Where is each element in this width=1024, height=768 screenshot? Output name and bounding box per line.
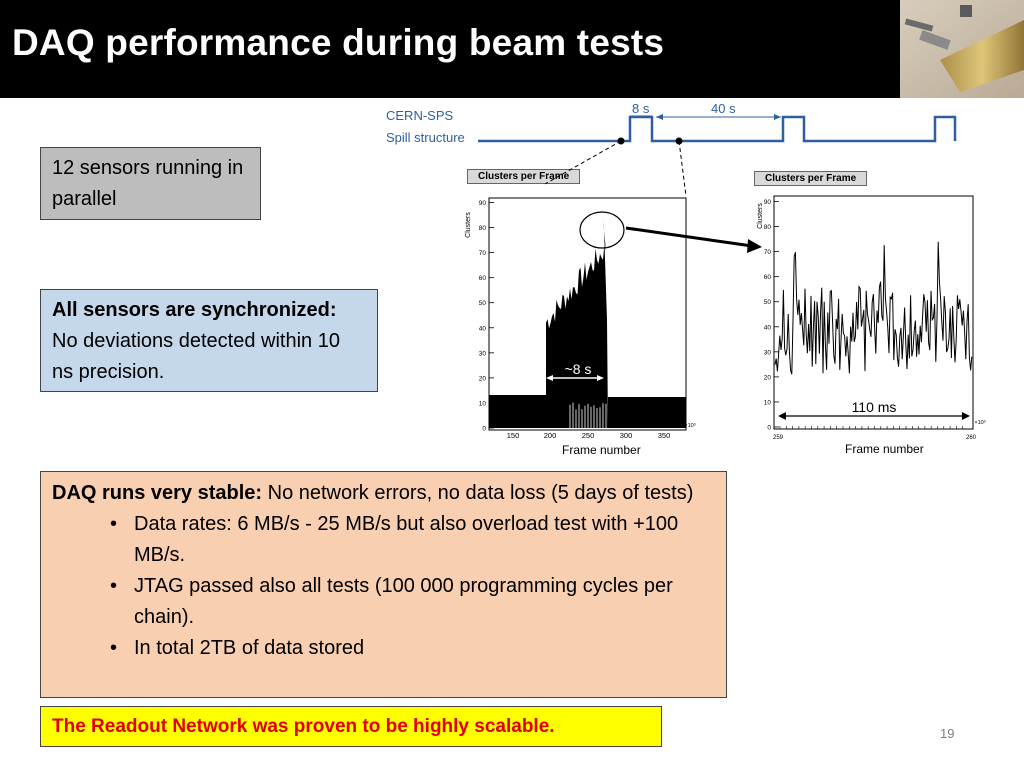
zoom-line-right: [678, 140, 687, 197]
sync-heading: All sensors are synchronized:: [52, 299, 337, 321]
y-tick-label: 10: [479, 400, 487, 407]
x-tick-label: 250: [582, 431, 595, 440]
y-tick-label: 60: [764, 274, 772, 281]
y-tick-label: 80: [479, 225, 487, 232]
y-tick-label: 20: [479, 375, 487, 382]
y-tick-label: 70: [764, 249, 772, 256]
spill-waveform: [478, 115, 957, 143]
y-tick-label: 70: [479, 250, 487, 257]
x-tick-label: 150: [507, 431, 520, 440]
detector-photo: [900, 0, 1024, 98]
conclusion-box: The Readout Network was proven to be hig…: [40, 706, 662, 747]
zoom-line-left: [544, 140, 622, 185]
y-tick-label: 40: [764, 324, 772, 331]
x-axis-exponent: ×10³: [974, 420, 985, 426]
zoom-arrow: [625, 226, 753, 248]
left-duration-label: ~8 s: [565, 361, 592, 377]
x-tick-label: 260: [966, 435, 977, 441]
y-tick-label: 90: [479, 200, 487, 207]
y-tick-label: 30: [479, 350, 487, 357]
sensors-text: 12 sensors running in parallel: [52, 157, 244, 210]
y-tick-label: 50: [479, 300, 487, 307]
y-tick-label: 40: [479, 325, 487, 332]
y-tick-label: 80: [764, 224, 772, 231]
daq-bullet-list: Data rates: 6 MB/s - 25 MB/s but also ov…: [104, 509, 715, 664]
svg-text:Clusters: Clusters: [757, 203, 764, 229]
daq-summary: DAQ runs very stable: No network errors,…: [52, 478, 715, 509]
daq-text: No network errors, no data loss (5 days …: [262, 482, 694, 504]
conclusion-text: The Readout Network was proven to be hig…: [52, 716, 555, 737]
sync-text: No deviations detected within 10 ns prec…: [52, 330, 340, 383]
y-tick-label: 50: [764, 299, 772, 306]
left-plot: Clusters 0 10 20 30 40 50 60 70 80 90 150 200 250 30…: [465, 197, 696, 440]
daq-heading: DAQ runs very stable:: [52, 482, 263, 504]
sensors-box: 12 sensors running in parallel: [40, 147, 261, 220]
y-tick-label: 0: [482, 426, 486, 433]
spill-label-structure: Spill structure: [386, 130, 465, 145]
y-tick-label: 60: [479, 275, 487, 282]
bullet-item: JTAG passed also all tests (100 000 prog…: [104, 571, 715, 633]
right-plot-xlabel: Frame number: [845, 442, 924, 456]
x-tick-label: 350: [658, 431, 671, 440]
svg-text:Clusters: Clusters: [465, 212, 472, 238]
peak-highlight-circle: [579, 211, 625, 249]
y-tick-label: 20: [764, 374, 772, 381]
daq-box: DAQ runs very stable: No network errors,…: [40, 471, 727, 698]
spill-label-cern: CERN-SPS: [386, 108, 454, 123]
page-number: 19: [940, 726, 955, 741]
bullet-item: In total 2TB of data stored: [104, 633, 715, 664]
x-axis-exponent: ×10³: [684, 423, 695, 429]
y-tick-label: 90: [764, 199, 772, 206]
right-plot: Clusters 0 10 20 30 40 50 60 70 80 90 259 260 ×10³: [757, 195, 986, 441]
slide-title: DAQ performance during beam tests: [12, 22, 665, 63]
x-tick-label: 300: [620, 431, 633, 440]
right-duration-label: 110 ms: [852, 399, 897, 415]
left-plot-xlabel: Frame number: [562, 443, 641, 457]
title-bar: DAQ performance during beam tests: [0, 0, 900, 98]
x-tick-label: 259: [773, 435, 784, 441]
sync-box: All sensors are synchronized: No deviati…: [40, 289, 378, 392]
y-tick-label: 30: [764, 349, 772, 356]
right-plot-title: Clusters per Frame: [754, 171, 868, 186]
y-tick-label: 10: [764, 399, 772, 406]
spill-on-label: 8 s: [632, 101, 650, 116]
bullet-item: Data rates: 6 MB/s - 25 MB/s but also ov…: [104, 509, 715, 571]
spill-gap-label: 40 s: [711, 101, 736, 116]
x-tick-label: 200: [544, 431, 557, 440]
y-tick-label: 0: [767, 425, 771, 432]
